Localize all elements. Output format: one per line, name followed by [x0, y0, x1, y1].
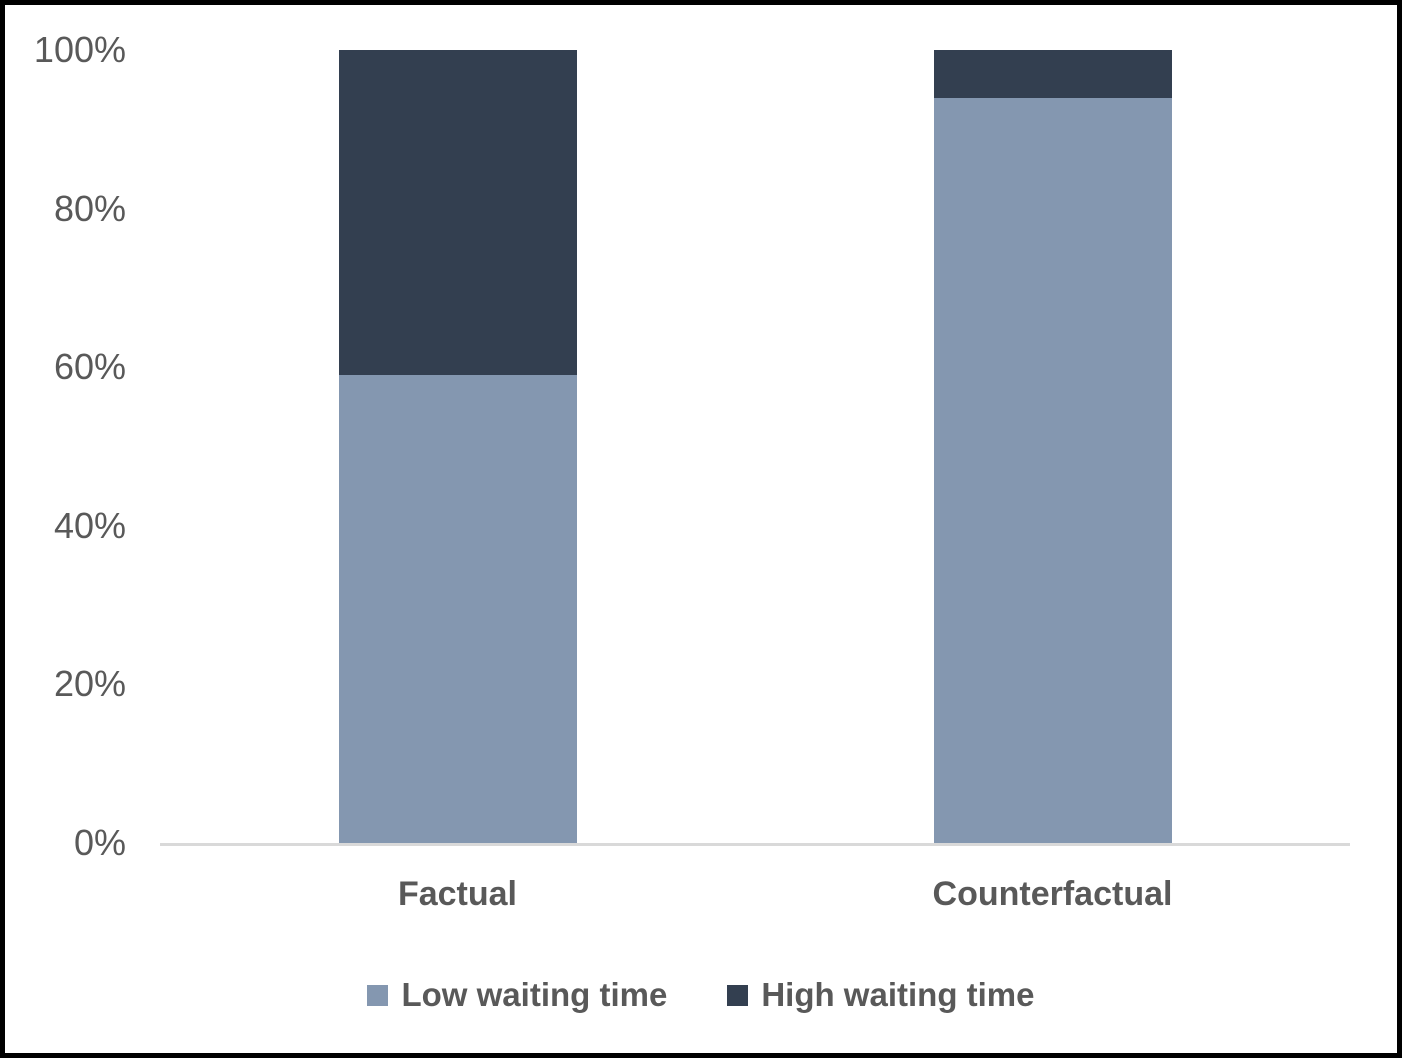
- legend-item-high-waiting-time: High waiting time: [727, 973, 1035, 1017]
- bar-segment-high-waiting-time: [933, 50, 1172, 98]
- plot-area: 0% 20% 40% 60% 80% 100% Factual Counterfactual: [5, 5, 1397, 1053]
- x-category-label: Factual: [397, 875, 518, 913]
- legend-item-low-waiting-time: Low waiting time: [367, 973, 667, 1017]
- bar-segment-high-waiting-time: [338, 50, 577, 376]
- y-tick-label: 20%: [53, 663, 126, 705]
- y-tick-label: 80%: [53, 187, 126, 229]
- x-category-label: Counterfactual: [932, 875, 1173, 913]
- x-axis-line: [160, 843, 1350, 846]
- legend: Low waiting time High waiting time: [5, 973, 1397, 1017]
- bar-segment-low-waiting-time: [933, 97, 1172, 843]
- y-tick-label: 40%: [53, 504, 126, 546]
- legend-swatch-high-waiting-time: [727, 984, 749, 1006]
- bar-segment-low-waiting-time: [338, 375, 577, 843]
- y-tick-label: 0%: [73, 822, 126, 863]
- legend-label: Low waiting time: [401, 976, 668, 1013]
- y-tick-label: 60%: [53, 346, 126, 388]
- y-tick-label: 100%: [33, 29, 126, 70]
- legend-label: High waiting time: [761, 976, 1035, 1013]
- legend-swatch-low-waiting-time: [367, 984, 389, 1006]
